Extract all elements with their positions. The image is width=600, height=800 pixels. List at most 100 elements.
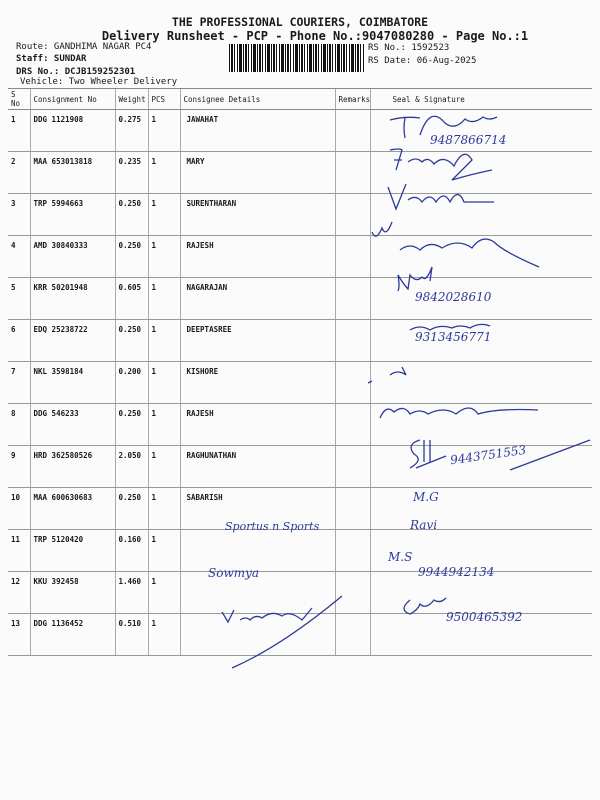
cell-weight: 0.200 bbox=[114, 361, 148, 404]
cell-sno: 12 bbox=[8, 571, 30, 614]
cell-sno: 11 bbox=[8, 529, 30, 572]
handwritten-phone-5: 9842028610 bbox=[415, 290, 492, 304]
cell-pcs: 1 bbox=[147, 613, 180, 656]
cell-consignee: SURENTHARAN bbox=[179, 193, 335, 236]
cell-remarks bbox=[334, 445, 370, 488]
col-consignee: Consignee Details bbox=[179, 88, 335, 110]
cell-pcs: 1 bbox=[147, 529, 180, 572]
cell-pcs: 1 bbox=[147, 319, 180, 362]
table-row: 5 KRR 50201948 0.605 1 NAGARAJAN bbox=[8, 277, 592, 320]
runsheet-subtitle: Delivery Runsheet - PCP - Phone No.:9047… bbox=[101, 29, 529, 43]
handwritten-sig-12: M.S bbox=[388, 550, 413, 564]
cell-signature bbox=[369, 403, 592, 446]
cell-consignment-no: DDG 546233 bbox=[29, 403, 115, 446]
cell-remarks bbox=[334, 613, 370, 656]
cell-signature bbox=[369, 193, 592, 236]
col-pcs: PCS bbox=[147, 88, 180, 110]
table-row: 2 MAA 653013818 0.235 1 MARY bbox=[8, 151, 592, 194]
cell-pcs: 1 bbox=[147, 571, 180, 614]
cell-weight: 0.275 bbox=[114, 109, 148, 152]
vehicle: Vehicle: Two Wheeler Delivery bbox=[20, 77, 178, 87]
table-header: S No Consignment No Weight PCS Consignee… bbox=[8, 88, 592, 110]
handwritten-phone-12: 9944942134 bbox=[418, 565, 495, 579]
handwritten-name-11: Sportus n Sports bbox=[225, 520, 320, 533]
cell-remarks bbox=[334, 361, 370, 404]
cell-consignment-no: MAA 653013818 bbox=[29, 151, 115, 194]
cell-consignment-no: TRP 5994663 bbox=[29, 193, 115, 236]
col-signature: Seal & Signature bbox=[369, 88, 592, 110]
handwritten-phone-1: 9487866714 bbox=[430, 133, 507, 147]
cell-weight: 2.050 bbox=[114, 445, 148, 488]
cell-weight: 0.250 bbox=[114, 403, 148, 446]
cell-remarks bbox=[334, 571, 370, 614]
cell-remarks bbox=[334, 319, 370, 362]
cell-sno: 9 bbox=[8, 445, 30, 488]
cell-remarks bbox=[334, 151, 370, 194]
cell-remarks bbox=[334, 235, 370, 278]
rs-date: RS Date: 06-Aug-2025 bbox=[368, 56, 477, 66]
cell-consignment-no: AMD 30840333 bbox=[29, 235, 115, 278]
table-row: 11 TRP 5120420 0.160 1 bbox=[8, 529, 592, 572]
table-row: 12 KKU 392458 1.460 1 bbox=[8, 571, 592, 614]
drs-number: DRS No.: DCJB159252301 bbox=[16, 67, 136, 77]
cell-consignee: DEEPTASREE bbox=[179, 319, 335, 362]
cell-sno: 7 bbox=[8, 361, 30, 404]
col-remarks: Remarks bbox=[334, 88, 370, 110]
cell-consignee: KISHORE bbox=[179, 361, 335, 404]
cell-signature bbox=[369, 361, 592, 404]
cell-pcs: 1 bbox=[147, 403, 180, 446]
cell-weight: 0.605 bbox=[114, 277, 148, 320]
cell-sno: 5 bbox=[8, 277, 30, 320]
cell-weight: 0.250 bbox=[114, 235, 148, 278]
cell-weight: 0.160 bbox=[114, 529, 148, 572]
col-sno: S No bbox=[8, 88, 30, 110]
cell-weight: 0.250 bbox=[114, 193, 148, 236]
cell-signature bbox=[369, 613, 592, 656]
cell-consignment-no: NKL 3598184 bbox=[29, 361, 115, 404]
cell-sno: 2 bbox=[8, 151, 30, 194]
table-row: 4 AMD 30840333 0.250 1 RAJESH bbox=[8, 235, 592, 278]
cell-sno: 8 bbox=[8, 403, 30, 446]
cell-consignee: MARY bbox=[179, 151, 335, 194]
cell-consignment-no: DDG 1121908 bbox=[29, 109, 115, 152]
route: Route: GANDHIMA NAGAR PC4 bbox=[16, 42, 152, 52]
cell-remarks bbox=[334, 529, 370, 572]
table-row: 8 DDG 546233 0.250 1 RAJESH bbox=[8, 403, 592, 446]
barcode bbox=[229, 44, 365, 72]
cell-consignment-no: KRR 50201948 bbox=[29, 277, 115, 320]
cell-remarks bbox=[334, 487, 370, 530]
cell-consignee bbox=[179, 529, 335, 572]
cell-weight: 0.235 bbox=[114, 151, 148, 194]
cell-signature bbox=[369, 151, 592, 194]
cell-weight: 0.250 bbox=[114, 319, 148, 362]
handwritten-sig-11: Ravi bbox=[410, 518, 438, 532]
cell-sno: 4 bbox=[8, 235, 30, 278]
cell-pcs: 1 bbox=[147, 109, 180, 152]
cell-signature bbox=[369, 235, 592, 278]
cell-signature bbox=[369, 487, 592, 530]
cell-sno: 6 bbox=[8, 319, 30, 362]
cell-pcs: 1 bbox=[147, 445, 180, 488]
cell-consignee: SABARISH bbox=[179, 487, 335, 530]
cell-remarks bbox=[334, 403, 370, 446]
cell-remarks bbox=[334, 193, 370, 236]
runsheet-table: S No Consignment No Weight PCS Consignee… bbox=[8, 88, 592, 656]
table-row: 6 EDQ 25238722 0.250 1 DEEPTASREE bbox=[8, 319, 592, 362]
cell-sno: 13 bbox=[8, 613, 30, 656]
cell-consignee: NAGARAJAN bbox=[179, 277, 335, 320]
staff: Staff: SUNDAR bbox=[16, 54, 87, 64]
cell-consignment-no: EDQ 25238722 bbox=[29, 319, 115, 362]
cell-consignment-no: HRD 362580526 bbox=[29, 445, 115, 488]
handwritten-phone-6: 9313456771 bbox=[415, 330, 492, 344]
cell-consignment-no: KKU 392458 bbox=[29, 571, 115, 614]
cell-pcs: 1 bbox=[147, 235, 180, 278]
cell-pcs: 1 bbox=[147, 193, 180, 236]
cell-consignee: JAWAHAT bbox=[179, 109, 335, 152]
handwritten-name-12: Sowmya bbox=[208, 566, 260, 580]
col-weight: Weight bbox=[114, 88, 148, 110]
table-row: 3 TRP 5994663 0.250 1 SURENTHARAN bbox=[8, 193, 592, 236]
cell-sno: 1 bbox=[8, 109, 30, 152]
cell-consignee bbox=[179, 613, 335, 656]
rs-number: RS No.: 1592523 bbox=[368, 43, 450, 53]
cell-weight: 1.460 bbox=[114, 571, 148, 614]
